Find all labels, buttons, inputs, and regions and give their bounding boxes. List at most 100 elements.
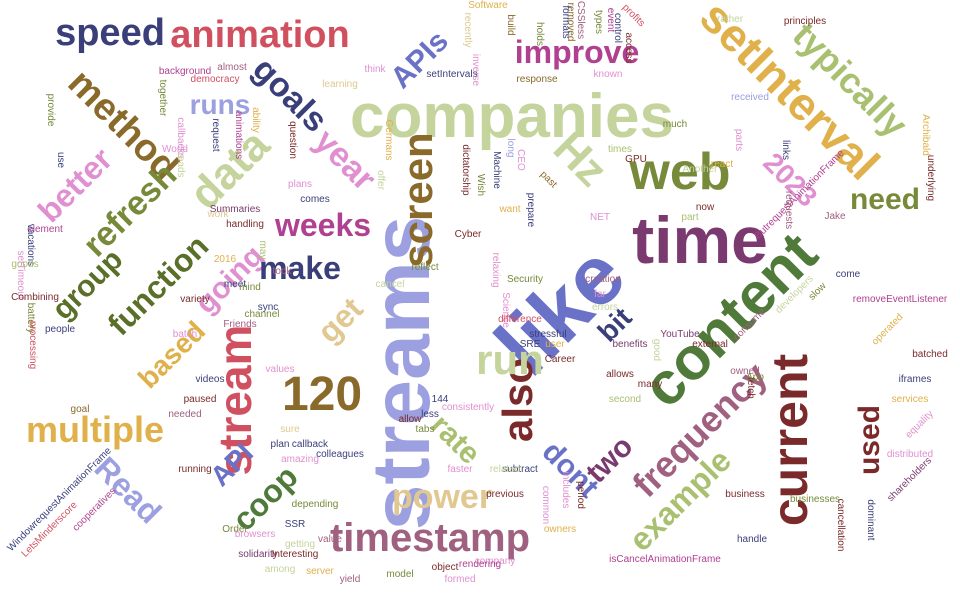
- cloud-word: runs: [189, 89, 251, 120]
- cloud-word: GPU: [625, 154, 647, 165]
- cloud-word: handling: [226, 219, 264, 230]
- cloud-word: formats: [560, 5, 571, 39]
- cloud-word: Security: [506, 274, 544, 285]
- cloud-word: Career: [544, 354, 576, 365]
- cloud-word: tabs: [415, 424, 435, 435]
- cloud-word: 120: [281, 368, 363, 421]
- cloud-word: build: [505, 14, 516, 36]
- cloud-word: services: [891, 394, 929, 405]
- cloud-word: parts: [733, 128, 744, 152]
- cloud-word: now: [695, 202, 715, 213]
- cloud-word: variety: [180, 294, 210, 305]
- cloud-word: animations: [233, 110, 244, 160]
- cloud-word: server: [306, 566, 334, 577]
- cloud-word: consistently: [441, 402, 495, 413]
- cloud-word: businesses: [789, 494, 841, 505]
- cloud-word: processing: [27, 320, 38, 370]
- cloud-word: Interesting: [271, 549, 319, 560]
- cloud-word: external: [692, 339, 728, 350]
- cloud-word: many: [637, 379, 663, 390]
- cloud-word: getting: [284, 539, 316, 550]
- cloud-word: relaxing: [490, 252, 501, 288]
- cloud-word: multiple: [25, 409, 165, 450]
- cloud-word: long: [505, 138, 516, 158]
- cloud-word: related: [489, 464, 521, 475]
- cloud-word: NET: [590, 212, 610, 223]
- cloud-word: isCancelAnimationFrame: [609, 554, 721, 565]
- cloud-word: use: [55, 151, 66, 169]
- cloud-word: World: [162, 144, 188, 155]
- cloud-word: callback: [291, 439, 329, 450]
- cloud-word: period: [575, 481, 586, 509]
- cloud-word: setIntervals: [426, 69, 478, 80]
- cloud-word: goods: [11, 259, 39, 270]
- cloud-word: second: [608, 394, 642, 405]
- cloud-word: need: [849, 183, 921, 216]
- cloud-word: YouTube: [660, 329, 700, 340]
- cloud-word: value: [318, 534, 342, 545]
- cloud-word: improve: [514, 34, 640, 70]
- cloud-word: handle: [736, 534, 768, 545]
- cloud-word: sync: [257, 302, 279, 313]
- cloud-word: Order: [222, 524, 248, 535]
- cloud-word: owned: [730, 366, 760, 377]
- cloud-word: Archibald: [920, 114, 931, 156]
- cloud-word: rather: [716, 14, 744, 25]
- cloud-word: web: [629, 143, 731, 201]
- cloud-word: browsers: [234, 529, 276, 540]
- cloud-word: removeEventListener: [852, 294, 948, 305]
- cloud-word: iframes: [898, 374, 932, 385]
- cloud-word: part: [681, 212, 699, 223]
- cloud-word: animation: [170, 14, 350, 56]
- cloud-word: response: [516, 74, 558, 85]
- cloud-word: values: [265, 364, 295, 375]
- cloud-word: creation: [585, 274, 621, 285]
- cloud-word: known: [593, 69, 623, 80]
- cloud-word: depending: [291, 499, 339, 510]
- cloud-word: much: [662, 119, 688, 130]
- cloud-word: Jake: [824, 211, 846, 222]
- cloud-word: needed: [168, 409, 202, 420]
- cloud-word: work: [207, 209, 229, 220]
- cloud-word: 2016: [213, 254, 237, 265]
- cloud-word: reflect: [411, 262, 439, 273]
- cloud-word: formed: [444, 574, 476, 585]
- cloud-word: time: [632, 203, 768, 277]
- cloud-word: previous: [486, 489, 524, 500]
- cloud-word: mind: [239, 282, 261, 293]
- cloud-word: may: [257, 240, 268, 260]
- cloud-word: SRE: [519, 339, 541, 350]
- cloud-word: access: [623, 32, 634, 64]
- cloud-word: requests: [783, 190, 794, 230]
- cloud-word: 144: [431, 394, 449, 405]
- cloud-word: comes: [300, 194, 330, 205]
- cloud-word: ability: [250, 107, 261, 133]
- cloud-word: object: [431, 562, 459, 573]
- cloud-word: request: [210, 118, 221, 152]
- cloud-word: think: [364, 64, 386, 75]
- cloud-word: far: [594, 289, 606, 300]
- cloud-word: cooperatives: [70, 485, 119, 534]
- cloud-word: running: [178, 464, 212, 475]
- cloud-word: plan: [270, 439, 290, 450]
- cloud-word: includes: [560, 471, 571, 509]
- cloud-word: allows: [606, 369, 634, 380]
- cloud-word: cancel: [375, 279, 405, 290]
- cloud-word: background: [158, 66, 212, 77]
- cloud-word: common: [540, 485, 551, 525]
- cloud-word: Wish: [475, 173, 486, 197]
- cloud-word: timestamp: [329, 516, 531, 560]
- cloud-word: underlying: [925, 154, 936, 202]
- cloud-word: App: [746, 372, 764, 383]
- cloud-word: companies: [350, 82, 674, 151]
- cloud-word: meet: [223, 279, 247, 290]
- cloud-word: stressful: [529, 329, 567, 340]
- cloud-word: almost: [217, 62, 247, 73]
- cloud-word: owners: [543, 524, 577, 535]
- cloud-word: react: [710, 159, 734, 170]
- cloud-word: make: [259, 250, 341, 286]
- cloud-word: videos: [195, 374, 225, 385]
- cloud-word: less: [421, 409, 439, 420]
- cloud-word: dictatorship: [460, 144, 471, 196]
